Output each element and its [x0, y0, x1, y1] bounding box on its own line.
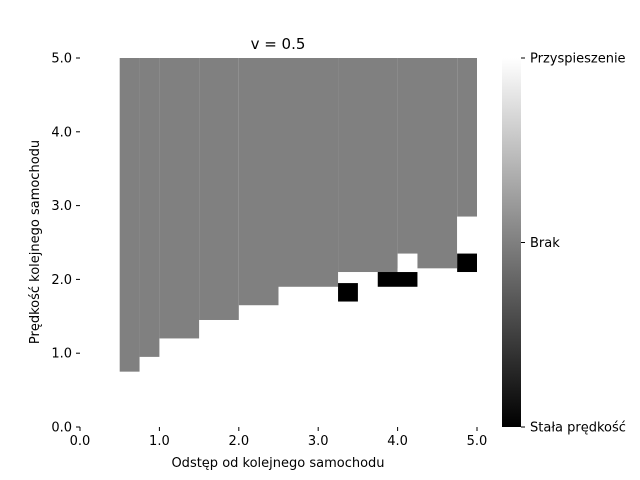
- x-tick-label: 2.0: [228, 434, 249, 449]
- colorbar-tick-label: Brak: [530, 236, 560, 251]
- y-axis-label: Prędkość kolejnego samochodu: [28, 140, 43, 344]
- heatmap-region-none: [238, 58, 279, 306]
- heatmap-region-none: [457, 58, 477, 217]
- plot-area: [119, 58, 478, 427]
- heatmap-region-none: [139, 58, 160, 357]
- heatmap-region-none: [199, 58, 239, 320]
- heatmap-region-none: [338, 58, 398, 273]
- heatmap-cell-constant: [338, 283, 358, 302]
- heatmap-region-none: [159, 58, 200, 339]
- chart-title: v = 0.5: [251, 35, 306, 53]
- colorbar-tick-label: Przyspieszenie: [530, 52, 626, 67]
- colorbar-tick-label: Stała prędkość: [530, 421, 626, 436]
- colorbar: [502, 58, 521, 427]
- y-tick-label: 1.0: [51, 347, 72, 362]
- x-tick-label: 5.0: [467, 434, 488, 449]
- heatmap-region-none: [278, 58, 339, 287]
- x-tick-label: 0.0: [70, 434, 91, 449]
- heatmap-cell-constant: [377, 272, 418, 287]
- heatmap-cell-constant: [457, 253, 477, 273]
- heatmap-region-accelerate: [457, 216, 478, 427]
- heatmap-cell-accelerate: [397, 253, 418, 273]
- y-tick-label: 3.0: [51, 199, 72, 214]
- y-tick-label: 4.0: [51, 125, 72, 140]
- y-tick-label: 0.0: [51, 421, 72, 436]
- colorbar-ticks: Przyspieszenie Brak Stała prędkość: [521, 52, 626, 436]
- x-tick-label: 3.0: [308, 434, 329, 449]
- x-axis-label: Odstęp od kolejnego samochodu: [171, 456, 384, 471]
- x-tick-label: 4.0: [387, 434, 408, 449]
- y-axis: 0.0 1.0 2.0 3.0 4.0 5.0: [51, 52, 80, 436]
- x-tick-label: 1.0: [149, 434, 170, 449]
- y-tick-label: 5.0: [51, 52, 72, 67]
- y-tick-label: 2.0: [51, 273, 72, 288]
- heatmap-region-none: [119, 58, 140, 372]
- x-axis: 0.0 1.0 2.0 3.0 4.0 5.0: [70, 427, 488, 449]
- heatmap-region-none: [397, 58, 458, 269]
